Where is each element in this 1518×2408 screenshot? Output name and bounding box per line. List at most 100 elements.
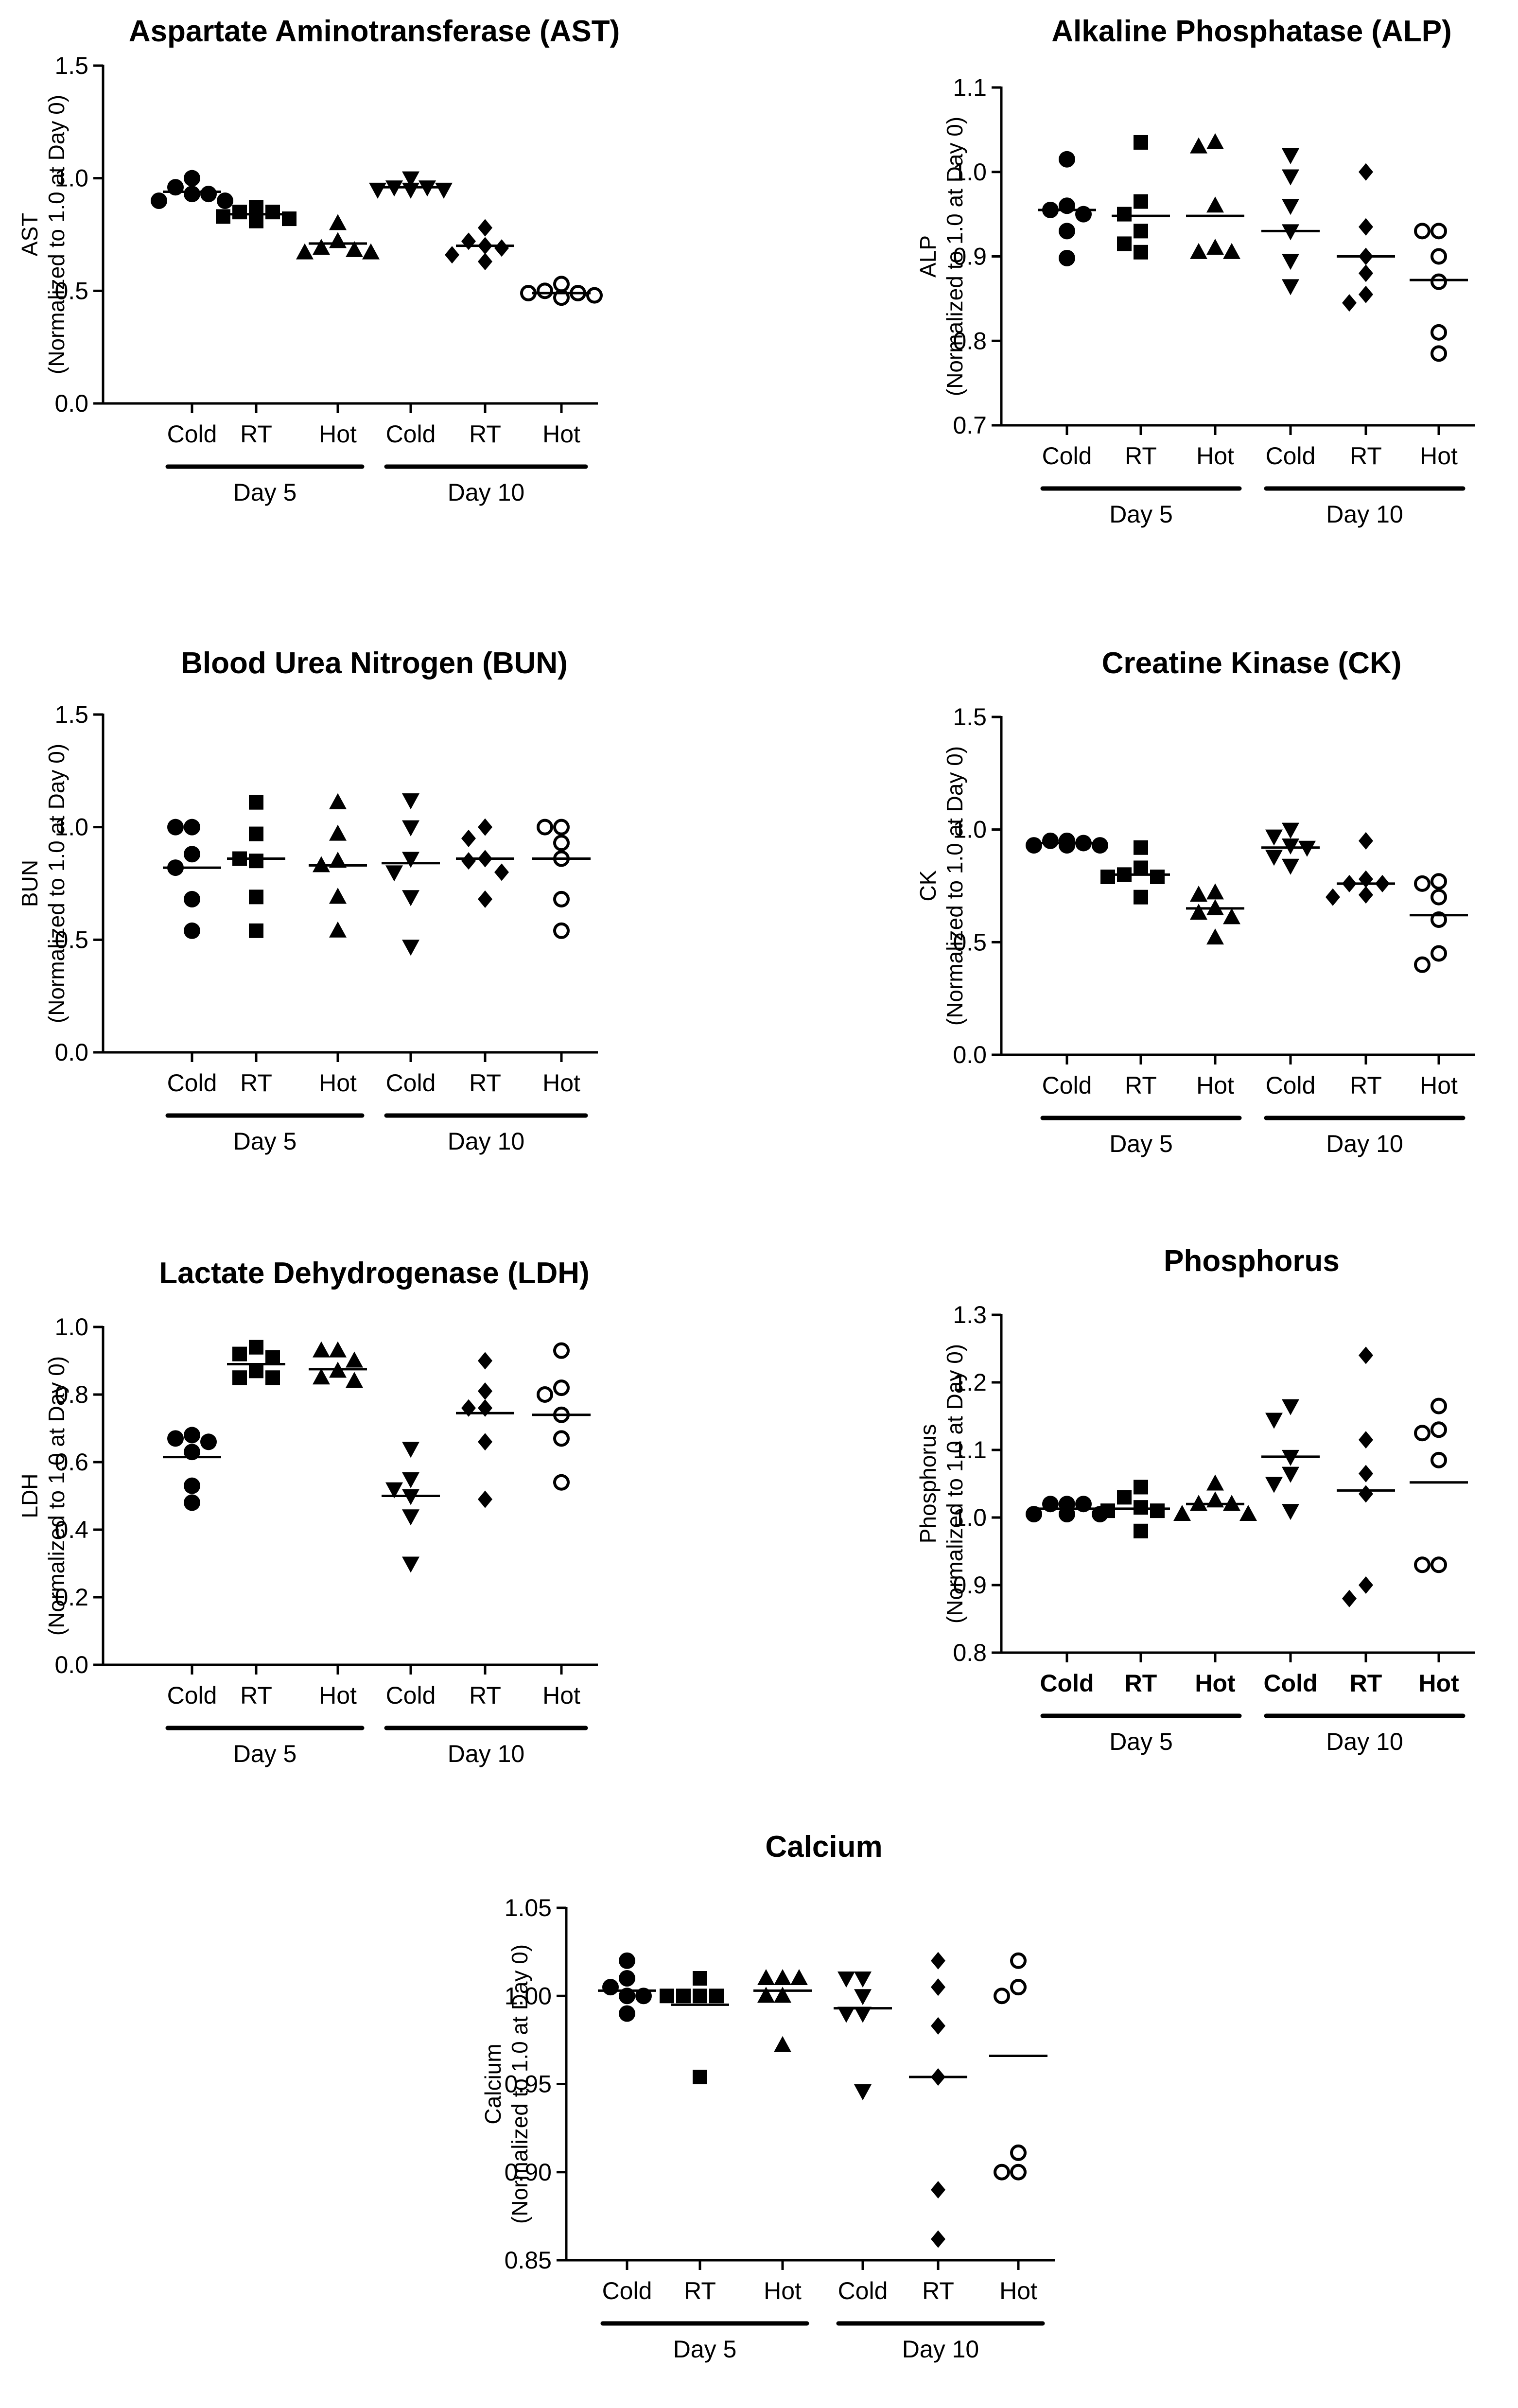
x-category-label: Hot <box>319 1069 357 1097</box>
data-point <box>1282 169 1299 186</box>
y-axis-label: ALP <box>915 235 941 278</box>
x-category-label: RT <box>469 420 501 448</box>
data-point <box>1134 890 1148 905</box>
data-point <box>1206 196 1224 213</box>
group-label: Day 5 <box>1109 1728 1173 1755</box>
data-point <box>402 890 419 907</box>
data-point <box>1206 928 1224 945</box>
series-rt-day10 <box>445 219 514 271</box>
y-tick-label: 0.8 <box>54 1381 88 1408</box>
data-point <box>1010 1952 1027 1969</box>
y-tick-label: 1.5 <box>54 52 88 79</box>
data-point <box>1265 1477 1283 1493</box>
data-point <box>619 2005 635 2022</box>
x-category-label: Cold <box>167 1069 217 1097</box>
data-point <box>931 2181 945 2199</box>
group-label: Day 10 <box>1326 1728 1403 1755</box>
y-axis-sublabel: (Normalized to 1.0 at Day 0) <box>507 1944 532 2224</box>
series-rt-day10 <box>456 1352 514 1508</box>
data-point <box>1134 860 1148 875</box>
series-cold-day5 <box>1026 832 1108 854</box>
data-point <box>249 1340 263 1355</box>
series-rt-day5 <box>1100 840 1170 905</box>
y-tick-label: 1.5 <box>54 701 88 728</box>
y-axis-sublabel: (Normalized to 1.0 at Day 0) <box>44 1356 69 1636</box>
data-point <box>1431 1451 1447 1468</box>
data-point <box>1359 218 1373 236</box>
data-point <box>757 1987 775 2003</box>
data-point <box>217 192 233 209</box>
x-category-label: Cold <box>1042 1072 1092 1099</box>
group-label: Day 5 <box>233 479 297 506</box>
data-point <box>313 1341 330 1358</box>
chart-panel-2: Alkaline Phosphatase (ALP) 0.7 0.8 0.9 1.0 1.… <box>915 15 1475 528</box>
x-category-label: Cold <box>838 2277 888 2304</box>
y-axis-label: CK <box>915 870 941 901</box>
data-point <box>676 1989 691 2004</box>
x-category-label: Hot <box>1195 1670 1236 1697</box>
data-point <box>478 1382 492 1400</box>
data-point <box>709 1989 724 2004</box>
data-point <box>1190 904 1207 920</box>
y-tick-label: 0.5 <box>953 928 987 956</box>
data-point <box>329 852 347 868</box>
data-point <box>1282 858 1299 875</box>
y-tick-label: 1.00 <box>505 1982 552 2009</box>
data-point <box>1414 1425 1431 1442</box>
x-category-label: Cold <box>386 1682 436 1709</box>
data-point <box>774 1969 791 1985</box>
data-point <box>232 1346 247 1361</box>
data-point <box>184 1494 200 1511</box>
series-rt-day10 <box>1337 1346 1395 1607</box>
series-hot-day10 <box>532 1342 591 1491</box>
x-category-label: RT <box>684 2277 716 2304</box>
data-point <box>478 219 492 237</box>
data-point <box>249 795 263 810</box>
data-point <box>249 213 263 228</box>
data-point <box>1282 148 1299 164</box>
data-point <box>346 1372 363 1388</box>
y-axis-sublabel: (Normalized to 1.0 at Day 0) <box>44 95 69 374</box>
data-point <box>1134 1480 1148 1495</box>
data-point <box>329 232 347 248</box>
data-point <box>1359 870 1373 888</box>
chart-title: Phosphorus <box>1164 1244 1340 1278</box>
data-point <box>1134 194 1148 209</box>
data-point <box>1117 207 1132 222</box>
y-tick-label: 1.3 <box>953 1301 987 1328</box>
series-hot-day10 <box>532 819 591 939</box>
data-point <box>329 214 347 230</box>
data-point <box>184 890 200 907</box>
group-label: Day 5 <box>233 1128 297 1155</box>
data-point <box>402 171 419 188</box>
x-category-label: Cold <box>1263 1670 1317 1697</box>
series-rt-day10 <box>1326 832 1395 906</box>
data-point <box>1359 264 1373 282</box>
data-point <box>1431 248 1447 265</box>
data-point <box>402 820 419 837</box>
data-point <box>167 819 184 836</box>
data-point <box>931 1978 945 1996</box>
data-point <box>1282 822 1299 839</box>
series-rt-day5 <box>1100 1480 1170 1538</box>
data-point <box>1431 273 1447 290</box>
chart-panel-3: Blood Urea Nitrogen (BUN) 0.0 0.5 1.0 1.5 BUN… <box>17 646 598 1155</box>
data-point <box>494 863 509 881</box>
chart-panel-5: Lactate Dehydrogenase (LDH) 0.0 0.2 0.4 0.6 0… <box>17 1256 598 1767</box>
data-point <box>167 1430 184 1447</box>
data-point <box>1206 133 1224 149</box>
series-hot-day5 <box>1186 133 1244 259</box>
y-axis-label: Phosphorus <box>915 1424 941 1544</box>
data-point <box>1092 837 1108 854</box>
data-point <box>693 1971 707 1986</box>
y-tick-label: 1.0 <box>953 1504 987 1531</box>
y-tick-label: 0.6 <box>54 1448 88 1476</box>
data-point <box>478 1490 492 1508</box>
data-point <box>1282 254 1299 270</box>
chart-title: Lactate Dehydrogenase (LDH) <box>159 1256 589 1290</box>
data-point <box>1010 1979 1027 1996</box>
data-point <box>167 179 184 196</box>
data-point <box>249 890 263 905</box>
